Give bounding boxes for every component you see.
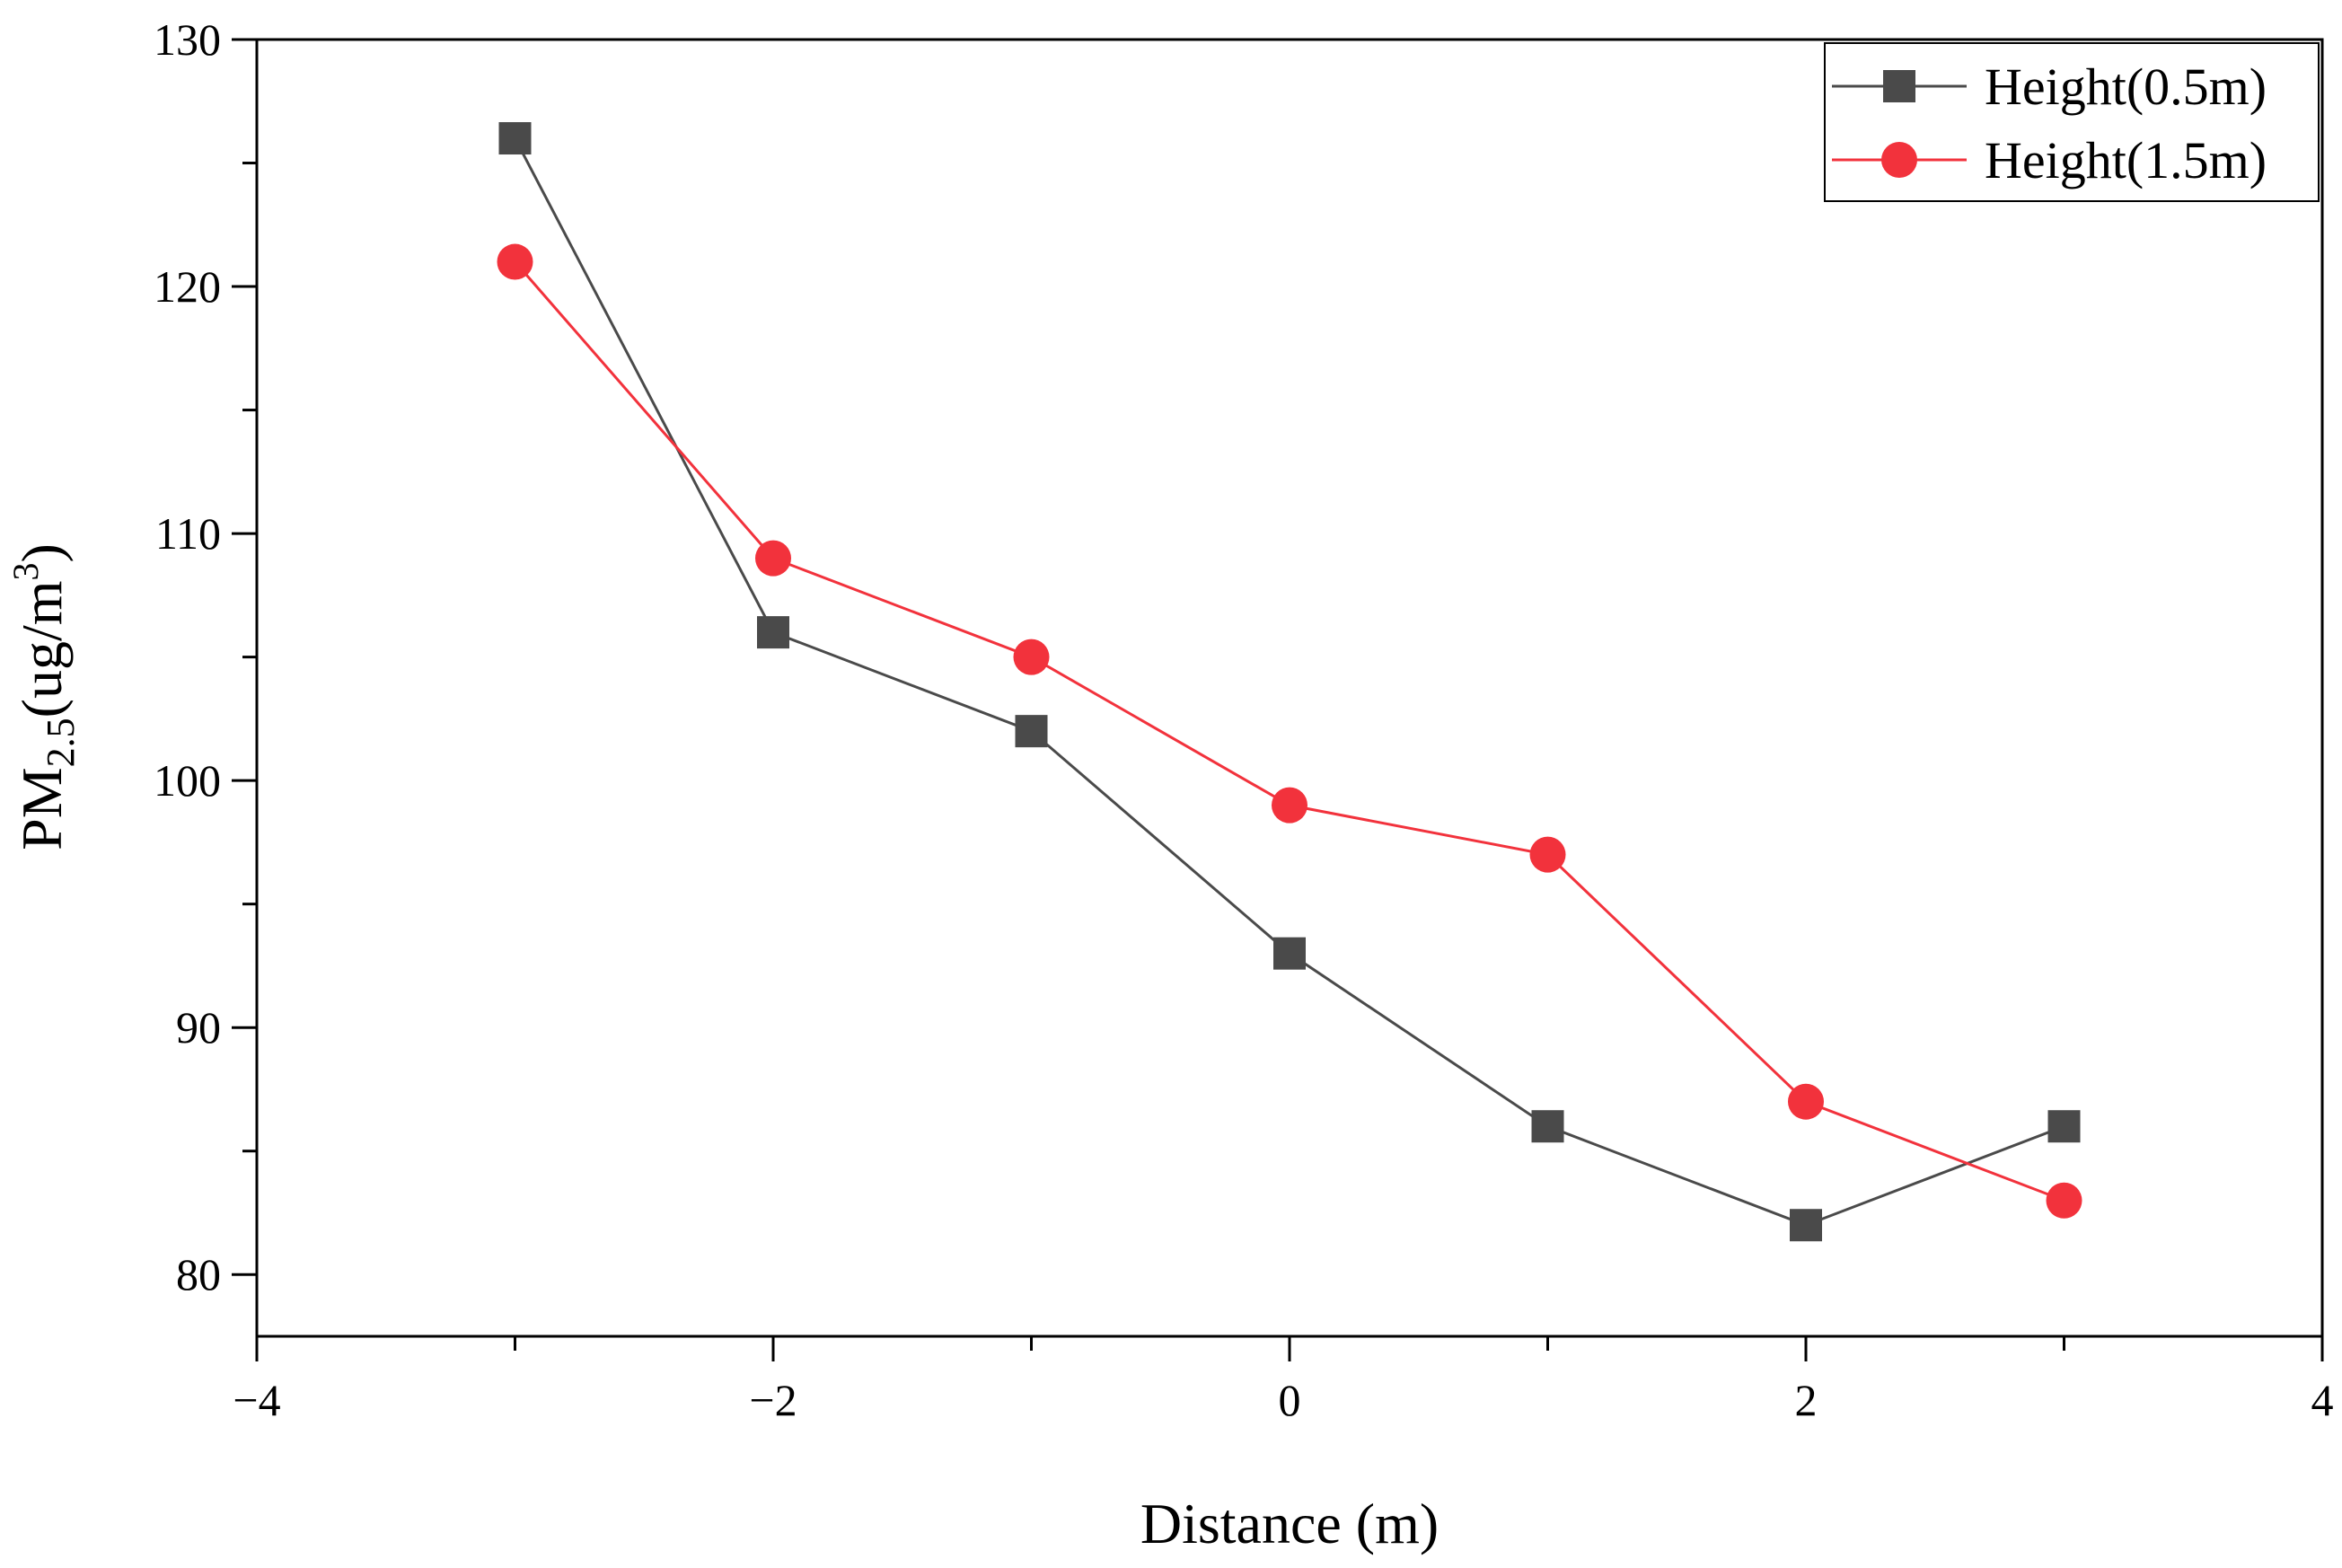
x-tick-label: −4 (233, 1375, 280, 1425)
data-point-height-0-5m (2047, 1110, 2081, 1143)
y-axis-title-superscript: 3 (5, 562, 46, 580)
y-tick-label: 120 (154, 261, 221, 312)
legend-marker-circle (1881, 142, 1917, 178)
y-axis-title-subscript: 2.5 (39, 718, 83, 767)
data-point-height-0-5m (1273, 937, 1306, 970)
legend-label-height-1-5m: Height(1.5m) (1985, 131, 2267, 189)
plot-frame (255, 38, 2324, 1338)
series-line-height-1-5m (514, 260, 2065, 1202)
y-axis-title-prefix: PM (10, 767, 74, 850)
series-line-height-0-5m (514, 137, 2065, 1227)
x-tick-label: 2 (1795, 1375, 1818, 1425)
legend-marker-square (1883, 70, 1915, 102)
y-tick-label: 100 (154, 755, 221, 806)
data-point-height-1-5m (497, 243, 533, 280)
y-tick-label: 130 (154, 14, 221, 65)
y-tick-label: 90 (176, 1002, 221, 1053)
data-point-height-1-5m (1013, 639, 1050, 675)
data-point-height-0-5m (757, 616, 789, 649)
data-point-height-1-5m (755, 540, 791, 577)
data-point-height-0-5m (498, 122, 532, 155)
y-tick-label: 110 (155, 508, 221, 559)
data-point-height-0-5m (1790, 1209, 1822, 1242)
data-point-height-0-5m (1015, 715, 1048, 748)
x-tick-label: 4 (2311, 1375, 2334, 1425)
data-point-height-1-5m (1272, 787, 1307, 824)
legend-label-height-0-5m: Height(0.5m) (1985, 57, 2267, 116)
data-point-height-1-5m (1788, 1083, 1824, 1120)
data-point-height-0-5m (1531, 1110, 1564, 1143)
data-point-height-1-5m (1529, 836, 1566, 873)
y-axis-title-unit: (ug/m (10, 580, 74, 718)
y-axis-title: PM2.5(ug/m3) (5, 543, 83, 850)
series-layer (497, 122, 2082, 1242)
x-tick-label: −2 (749, 1375, 797, 1425)
data-point-height-1-5m (2046, 1182, 2082, 1219)
x-tick-label: 0 (1279, 1375, 1301, 1425)
y-tick-label: 80 (176, 1249, 221, 1299)
axis-ticks (232, 38, 2324, 1361)
legend: Height(0.5m) Height(1.5m) (1824, 42, 2320, 202)
tick-labels: −4 −2 0 2 4 80 90 100 110 120 130 (154, 14, 2334, 1425)
x-axis-title-text: Distance (m) (1140, 1492, 1439, 1555)
y-axis-title-unit-close: ) (10, 543, 74, 562)
x-axis-title: Distance (m) (1140, 1492, 1439, 1555)
